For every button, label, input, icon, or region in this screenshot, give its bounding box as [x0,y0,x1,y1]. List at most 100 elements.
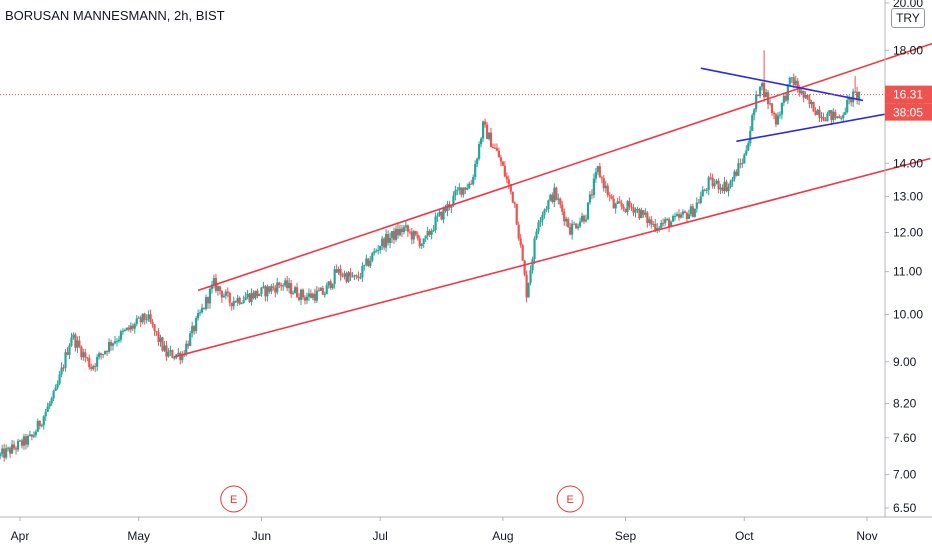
candle [145,314,148,324]
candle [92,364,95,371]
candle [515,203,518,226]
candle [58,370,61,386]
candle [36,418,39,432]
candle [774,112,778,128]
candle [16,438,20,452]
candle [814,107,817,116]
candle [640,207,643,219]
candle [594,168,597,183]
candle [438,209,441,217]
candle [430,228,433,240]
candle [598,162,601,178]
candle [545,206,548,212]
candle [56,380,59,390]
candle [402,225,406,235]
candle [373,248,376,256]
candle [78,335,81,349]
candle [383,236,386,251]
candle [169,345,172,357]
currency-badge[interactable]: TRY [891,8,925,28]
candle [375,248,378,253]
earnings-event-marker[interactable]: E [556,485,584,513]
candle [614,202,617,214]
candle [238,296,241,306]
candle [103,350,107,355]
candle [622,204,625,212]
candle [341,272,344,278]
candle [64,349,67,372]
x-tick-label: May [127,529,150,543]
candle [800,88,803,95]
candle [167,348,170,358]
candle [503,161,506,178]
y-tick-label: 7.60 [893,431,917,445]
candle [333,266,336,289]
candle [424,235,427,243]
candle [848,95,851,105]
candle [250,288,253,306]
candle [497,147,501,158]
candle [743,152,746,164]
candle [224,289,227,300]
candle [624,208,627,214]
candle [24,434,28,450]
candle [495,143,499,152]
candle [642,210,645,218]
candle [810,99,813,109]
candle [650,215,653,229]
y-tick-label: 10.00 [893,307,923,321]
candle [339,264,342,281]
candle [644,208,647,218]
candle [741,158,744,168]
candle [117,335,121,343]
candle [410,227,413,245]
candle [571,220,574,240]
candle [432,225,435,232]
candle [511,191,514,204]
candle [464,186,467,195]
candle [68,343,71,360]
candle [470,179,473,185]
triangle-bottom-line[interactable] [736,110,899,143]
candle [606,183,609,198]
candle [177,347,180,356]
candle [776,111,780,126]
candle [834,109,837,121]
candle [634,207,637,218]
candle [580,212,584,223]
earnings-event-label: E [566,494,573,506]
last-price-label: 16.31 [893,88,923,102]
candle [377,244,380,255]
candle [569,222,572,236]
candle [816,108,819,115]
candle [42,415,45,430]
candle [485,121,489,140]
earnings-event-marker[interactable]: E [220,485,248,513]
candle [444,204,447,213]
candle [551,192,554,204]
candle [513,201,516,208]
candle [400,224,404,238]
candle [50,396,53,406]
candle [197,309,200,321]
candle [12,440,16,451]
channel-bottom-line[interactable] [174,157,931,358]
candle [681,209,685,218]
candle [226,287,229,298]
candle [290,279,293,298]
candle [578,217,582,228]
candle [798,84,801,97]
candle [768,99,772,106]
candle [462,187,465,198]
candle [828,109,831,117]
channel-top-line[interactable] [197,42,932,292]
candle [315,286,318,304]
candle [90,363,93,371]
candle [18,439,22,442]
triangle-top-line[interactable] [700,67,864,102]
candle [576,223,580,231]
candle [761,82,764,91]
